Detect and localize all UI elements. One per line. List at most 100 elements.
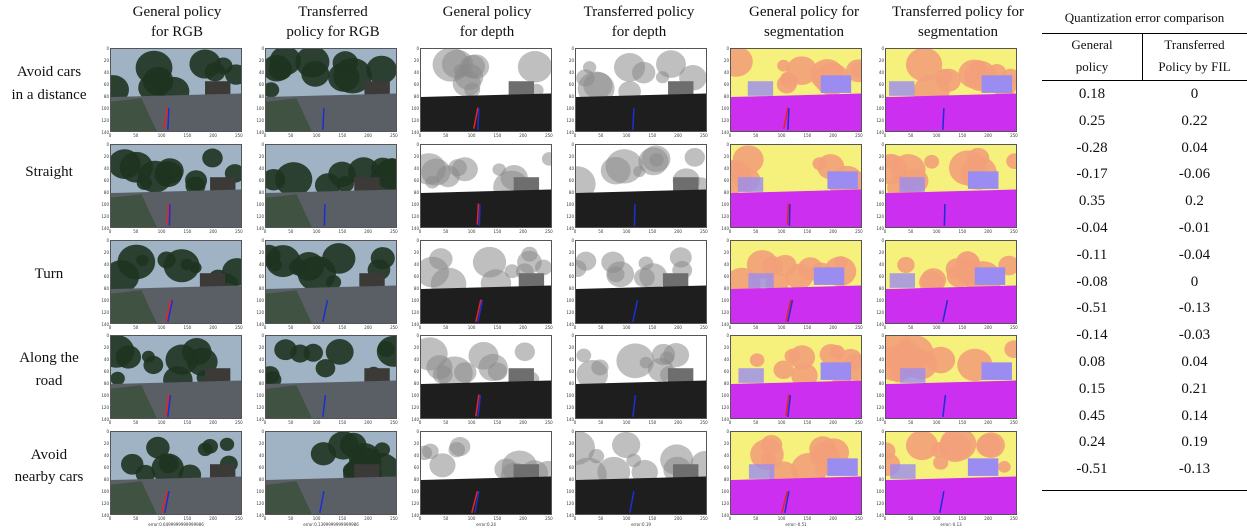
y-tick-labels: 0 20 40 60 80 100 120 140 (99, 46, 109, 135)
y-tick-label: 60 (878, 178, 884, 183)
y-tick-label: 140 (566, 417, 574, 422)
x-tick-label: 200 (519, 516, 527, 521)
x-tick-label: 100 (622, 516, 631, 521)
x-tick-label: 150 (493, 420, 502, 425)
plot-image (575, 335, 707, 419)
column-header-line1: General policy (442, 4, 532, 20)
y-tick-labels: 0 20 40 60 80 100 120 140 (409, 238, 419, 327)
y-tick-label: 0 (571, 238, 574, 243)
house-region (738, 362, 852, 383)
x-tick-label: 150 (493, 325, 502, 330)
y-tick-label: 100 (721, 489, 729, 494)
house-region (668, 81, 694, 96)
plot-image (730, 431, 862, 515)
road-region (731, 476, 861, 514)
y-tick-labels: 0 20 40 60 80 100 120 140 (564, 46, 574, 135)
y-tick-label: 0 (726, 46, 729, 51)
y-tick-label: 0 (261, 429, 264, 434)
panel-r2-c6: 0 20 40 60 80 100 120 140 0 50 100 150 200 250 (874, 140, 1024, 234)
table-rule-mid (1042, 80, 1247, 81)
x-tick-label: 250 (1010, 325, 1018, 330)
x-tick-label: 250 (855, 516, 863, 521)
scene-svg (576, 336, 706, 418)
scene-svg (576, 145, 706, 227)
red-prediction-line (473, 107, 479, 129)
y-tick-label: 40 (258, 357, 264, 362)
scene-svg (576, 241, 706, 323)
y-tick-label: 20 (568, 58, 574, 63)
x-tick-labels: 0 50 100 150 200 250 (109, 133, 243, 139)
house-region (889, 75, 1013, 96)
x-tick-label: 0 (418, 325, 422, 330)
road-region (731, 189, 861, 227)
x-tick-labels: 0 50 100 150 200 250 (419, 420, 553, 426)
y-tick-label: 40 (413, 357, 419, 362)
x-tick-label: 50 (908, 229, 914, 234)
x-tick-label: 50 (908, 516, 914, 521)
y-tick-label: 140 (411, 417, 419, 422)
x-tick-label: 150 (338, 229, 347, 234)
tree-region (576, 343, 690, 390)
y-tick-label: 40 (568, 166, 574, 171)
x-tick-label: 50 (753, 516, 759, 521)
y-tick-label: 40 (258, 166, 264, 171)
x-tick-label: 250 (855, 229, 863, 234)
y-tick-label: 60 (568, 465, 574, 470)
x-tick-labels: 0 50 100 150 200 250 (729, 133, 863, 139)
scene-svg (886, 336, 1016, 418)
x-tick-label: 100 (932, 133, 941, 138)
x-tick-label: 100 (467, 229, 476, 234)
table-cell-transferred: -0.13 (1178, 300, 1211, 317)
y-tick-label: 0 (106, 46, 109, 51)
x-tick-label: 100 (157, 229, 166, 234)
plot-image (110, 144, 242, 228)
scene-svg (421, 49, 551, 131)
x-tick-label: 250 (390, 325, 398, 330)
table-cell-general: 0.15 (1078, 380, 1106, 397)
blue-prediction-line (633, 204, 636, 226)
red-prediction-line (785, 394, 790, 417)
y-tick-label: 20 (413, 441, 419, 446)
column-header-line1: Transferred (298, 4, 368, 20)
house-region (662, 273, 689, 288)
y-tick-labels: 0 20 40 60 80 100 120 140 (409, 333, 419, 422)
y-tick-label: 80 (103, 381, 109, 386)
row-label-5-line1: Avoid (30, 447, 68, 463)
x-tick-label: 200 (984, 133, 992, 138)
y-tick-label: 40 (258, 262, 264, 267)
road-region (731, 93, 861, 131)
house-region (890, 458, 999, 479)
plot-image (575, 48, 707, 132)
table-cell-transferred: 0.14 (1181, 407, 1208, 424)
y-tick-label: 20 (103, 441, 109, 446)
y-tick-label: 80 (878, 286, 884, 291)
row-label-4-line1: Along the (19, 350, 79, 366)
y-tick-label: 100 (721, 202, 729, 207)
y-tick-label: 40 (723, 70, 729, 75)
x-tick-label: 50 (598, 516, 604, 521)
y-tick-label: 0 (881, 46, 884, 51)
panel-r2-c2: 0 20 40 60 80 100 120 140 0 50 100 150 200 250 (254, 140, 404, 234)
y-tick-label: 120 (256, 214, 264, 219)
x-tick-label: 200 (519, 229, 527, 234)
red-prediction-line (165, 299, 172, 323)
panel-r4-c1: 0 20 40 60 80 100 120 140 0 50 100 150 200 250 (99, 331, 249, 425)
house-region (747, 75, 852, 96)
blue-prediction-line (477, 108, 480, 130)
house-region (673, 464, 699, 479)
y-tick-label: 60 (723, 465, 729, 470)
y-tick-label: 60 (413, 369, 419, 374)
x-tick-labels: 0 50 100 150 200 250 (574, 325, 708, 331)
plot-image (575, 144, 707, 228)
y-tick-label: 140 (411, 322, 419, 327)
x-tick-label: 200 (209, 420, 217, 425)
blue-prediction-line (942, 395, 947, 417)
plot-image (265, 144, 397, 228)
y-tick-label: 0 (571, 142, 574, 147)
y-tick-label: 40 (413, 166, 419, 171)
y-tick-label: 120 (411, 501, 419, 506)
y-tick-label: 100 (101, 106, 109, 111)
y-tick-label: 100 (411, 393, 419, 398)
panel-r1-c2: 0 20 40 60 80 100 120 140 0 50 100 150 200 250 (254, 44, 404, 138)
y-tick-label: 0 (261, 333, 264, 338)
